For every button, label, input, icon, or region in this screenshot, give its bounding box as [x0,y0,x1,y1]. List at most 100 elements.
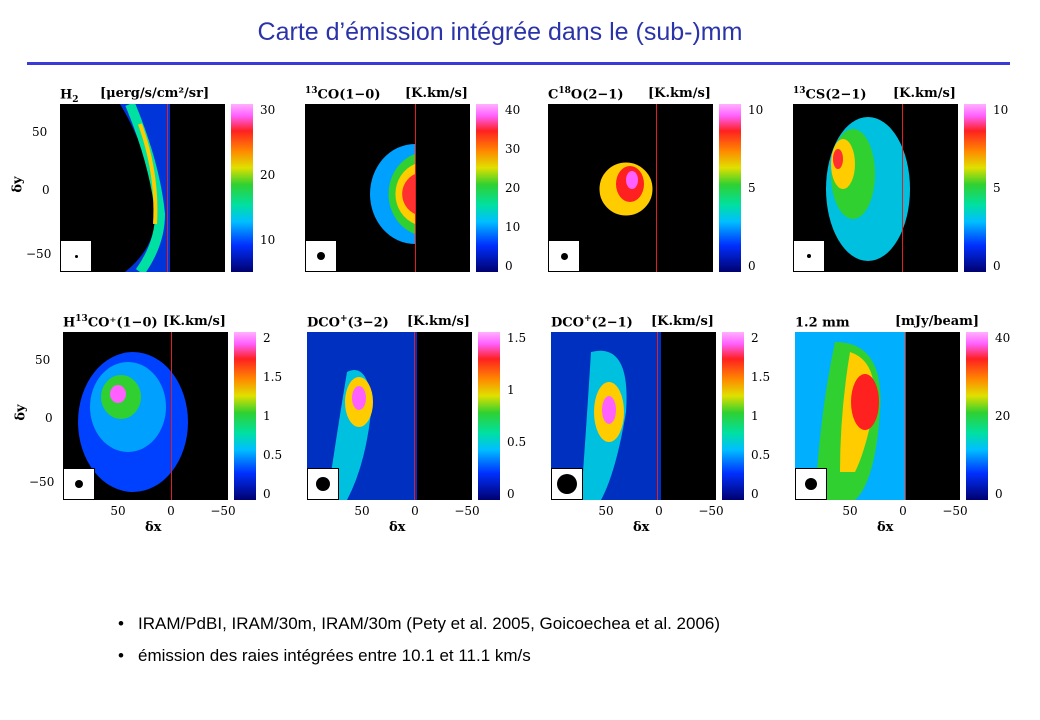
map-image [551,332,661,500]
panel-label: H2 [60,87,79,105]
beam-icon [74,254,78,258]
colorbar-tick: 0 [993,259,1001,273]
x-tick: 50 [354,504,370,518]
colorbar-tick: 0 [505,259,513,273]
x-tick: 0 [167,504,175,518]
emission-map [793,104,958,272]
colorbar [964,104,986,272]
panel-unit: [mJy/beam] [895,314,980,329]
panel-label: H13CO⁺(1−0) [63,314,158,331]
colorbar-tick: 40 [505,103,521,117]
emission-map [551,332,716,500]
colorbar-tick: 20 [995,409,1011,423]
colorbar-tick: 40 [995,331,1011,345]
x-tick: 50 [842,504,858,518]
panel-unit: [K.km/s] [648,86,711,101]
beam-icon [807,254,811,258]
y-tick: 50 [32,125,48,139]
panel-mm: 1.2 mm [mJy/beam] 40 20 0 50 0 −50 δx [795,310,1030,550]
bullet-item: • IRAM/PdBI, IRAM/30m, IRAM/30m (Pety et … [118,614,721,633]
colorbar-tick: 1 [263,409,271,423]
colorbar-tick: 10 [993,103,1009,117]
colorbar-tick: 2 [263,331,271,345]
colorbar [722,332,744,500]
bullet-text: IRAM/PdBI, IRAM/30m, IRAM/30m (Pety et a… [138,614,721,633]
y-tick: −50 [29,475,55,489]
panel-label: C18O(2−1) [548,86,624,103]
panel-label: DCO+(3−2) [307,314,389,331]
panel-label: 13CO(1−0) [305,86,381,103]
colorbar-tick: 10 [260,233,276,247]
y-tick: −50 [26,247,52,261]
colorbar [478,332,500,500]
x-axis-label: δx [389,520,406,535]
colorbar [234,332,256,500]
x-axis-label: δx [633,520,650,535]
x-axis-label: δx [877,520,894,535]
beam-box [551,468,583,500]
y-axis-label: δy [13,404,29,421]
colorbar-tick: 1 [751,409,759,423]
x-tick: 0 [411,504,419,518]
x-tick: 50 [598,504,614,518]
panel-unit: [μerg/s/cm²/sr] [100,86,210,101]
colorbar [966,332,988,500]
y-tick: 0 [42,183,50,197]
colorbar-tick: 0 [748,259,756,273]
beam-box [305,240,337,272]
emission-map [305,104,470,272]
panel-unit: [K.km/s] [163,314,226,329]
panel-h2: H2 [μerg/s/cm²/sr] 30 20 10 δy 50 0 −50 [11,82,295,322]
panel-unit: [K.km/s] [407,314,470,329]
panel-dco21: DCO+(2−1) [K.km/s] 2 1.5 1 0.5 0 50 0 −50 δx [551,310,786,550]
panel-13co: 13CO(1−0) [K.km/s] 40 30 20 10 0 [305,82,540,322]
reference-line [171,332,172,500]
panel-label: 1.2 mm [795,315,850,331]
colorbar-tick: 1.5 [751,370,771,384]
beam-box [548,240,580,272]
beam-icon [316,477,330,491]
colorbar-tick: 0 [507,487,515,501]
map-image [78,352,188,492]
panel-label: DCO+(2−1) [551,314,633,331]
colorbar-tick: 5 [748,181,756,195]
beam-icon [317,252,325,260]
x-axis-label: δx [145,520,162,535]
colorbar-tick: 0 [751,487,759,501]
map-image [370,144,415,244]
x-tick: −50 [454,504,480,518]
beam-box [795,468,827,500]
panel-unit: [K.km/s] [651,314,714,329]
beam-icon [75,480,83,488]
reference-line [415,104,416,272]
map-image [826,117,910,261]
x-tick: −50 [210,504,236,518]
panel-h13co: H13CO⁺(1−0) [K.km/s] 2 1.5 1 0.5 0 δy 50 0 −… [14,310,298,550]
reference-line [414,332,415,500]
x-tick: 0 [655,504,663,518]
colorbar [231,104,253,272]
panel-label: 13CS(2−1) [793,86,867,103]
colorbar-tick: 0.5 [507,435,527,449]
x-tick: −50 [698,504,724,518]
panel-c18o: C18O(2−1) [K.km/s] 10 5 0 [548,82,783,322]
bullet-item: • émission des raies intégrées entre 10.1… [118,646,531,665]
x-tick: 50 [110,504,126,518]
bullet-text: émission des raies intégrées entre 10.1 … [138,646,531,665]
colorbar-tick: 1.5 [507,331,527,345]
colorbar-tick: 2 [751,331,759,345]
colorbar-tick: 5 [993,181,1001,195]
reference-line [167,104,168,272]
colorbar-tick: 20 [260,168,276,182]
colorbar-tick: 0.5 [263,448,283,462]
colorbar-tick: 10 [505,220,521,234]
panel-dco32: DCO+(3−2) [K.km/s] 1.5 1 0.5 0 50 0 −50 δx [307,310,542,550]
emission-map [63,332,228,500]
colorbar-tick: 1.5 [263,370,283,384]
emission-map [307,332,472,500]
reference-line [656,104,657,272]
map-image [598,161,654,217]
slide-title: Carte d’émission intégrée dans le (sub-)… [257,18,743,46]
colorbar-tick: 20 [505,181,521,195]
x-tick: −50 [942,504,968,518]
